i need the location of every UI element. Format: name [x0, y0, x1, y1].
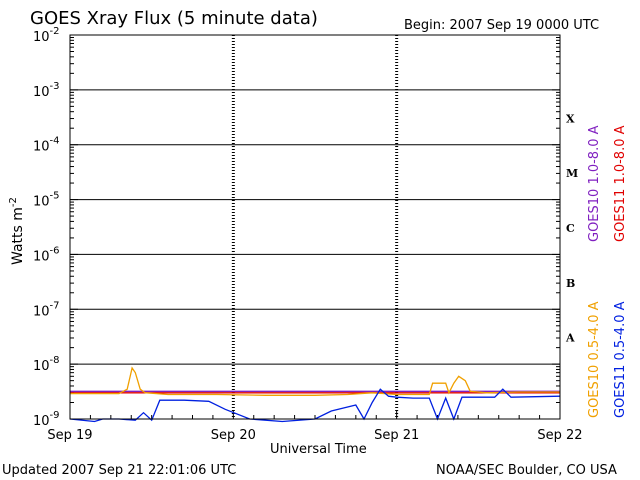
x-tick: Sep 21	[374, 411, 419, 443]
x-axis-ticks: Sep 19 Sep 20 Sep 21 Sep 22	[47, 411, 583, 443]
flare-class-label: M	[566, 167, 578, 180]
legend-entry: GOES11 1.0-8.0 A	[613, 125, 628, 242]
y-tick: 10-7	[33, 300, 560, 319]
plot-frame	[69, 34, 561, 420]
flare-class-label: B	[566, 277, 575, 290]
y-tick: 10-6	[33, 245, 560, 264]
x-tick: Sep 20	[211, 411, 256, 443]
y-tick: 10-8	[33, 355, 560, 374]
legend-entry: GOES10 0.5-4.0 A	[587, 301, 602, 418]
begin-label: Begin: 2007 Sep 19 0000 UTC	[404, 18, 599, 33]
grid-lines	[70, 35, 560, 419]
y-tick-label: 10-6	[33, 245, 60, 264]
flare-class-label: A	[565, 332, 575, 345]
x-tick-label: Sep 19	[47, 428, 92, 443]
legend: GOES10 1.0-8.0 A GOES11 1.0-8.0 A GOES10 0…	[587, 125, 628, 418]
y-tick-label: 10-3	[33, 81, 60, 100]
legend-entry: GOES10 1.0-8.0 A	[587, 125, 602, 242]
y-axis-label-exp: -2	[8, 197, 19, 207]
y-tick-label: 10-9	[33, 410, 60, 429]
legend-entry: GOES11 0.5-4.0 A	[613, 301, 628, 418]
flare-class-label: C	[566, 222, 575, 235]
y-tick-label: 10-2	[33, 26, 60, 45]
series-lines	[69, 366, 561, 423]
y-tick-label: 10-5	[33, 191, 60, 210]
y-tick-label: 10-4	[33, 136, 60, 155]
y-tick: 10-5	[33, 191, 560, 210]
updated-label: Updated 2007 Sep 21 22:01:06 UTC	[2, 463, 236, 478]
y-axis-label: Watts m-2	[8, 197, 26, 265]
y-tick-label: 10-7	[33, 300, 60, 319]
source-label: NOAA/SEC Boulder, CO USA	[436, 463, 617, 478]
y-tick-label: 10-8	[33, 355, 60, 374]
y-axis-ticks: 10-2 10-3 10-4 10-5 10-6 10-7 10-8 10-9	[33, 26, 560, 429]
flare-class-labels: X M C B A	[565, 112, 578, 344]
chart-title: GOES Xray Flux (5 minute data)	[30, 8, 318, 29]
y-tick: 10-4	[33, 136, 560, 155]
x-tick-label: Sep 20	[211, 428, 256, 443]
x-axis-label: Universal Time	[270, 442, 367, 457]
y-axis-label-base: Watts m	[10, 207, 26, 265]
series-line	[70, 366, 560, 396]
y-tick: 10-3	[33, 81, 560, 100]
flare-class-label: X	[566, 112, 575, 125]
x-tick-label: Sep 21	[374, 428, 419, 443]
x-tick-label: Sep 22	[537, 428, 582, 443]
